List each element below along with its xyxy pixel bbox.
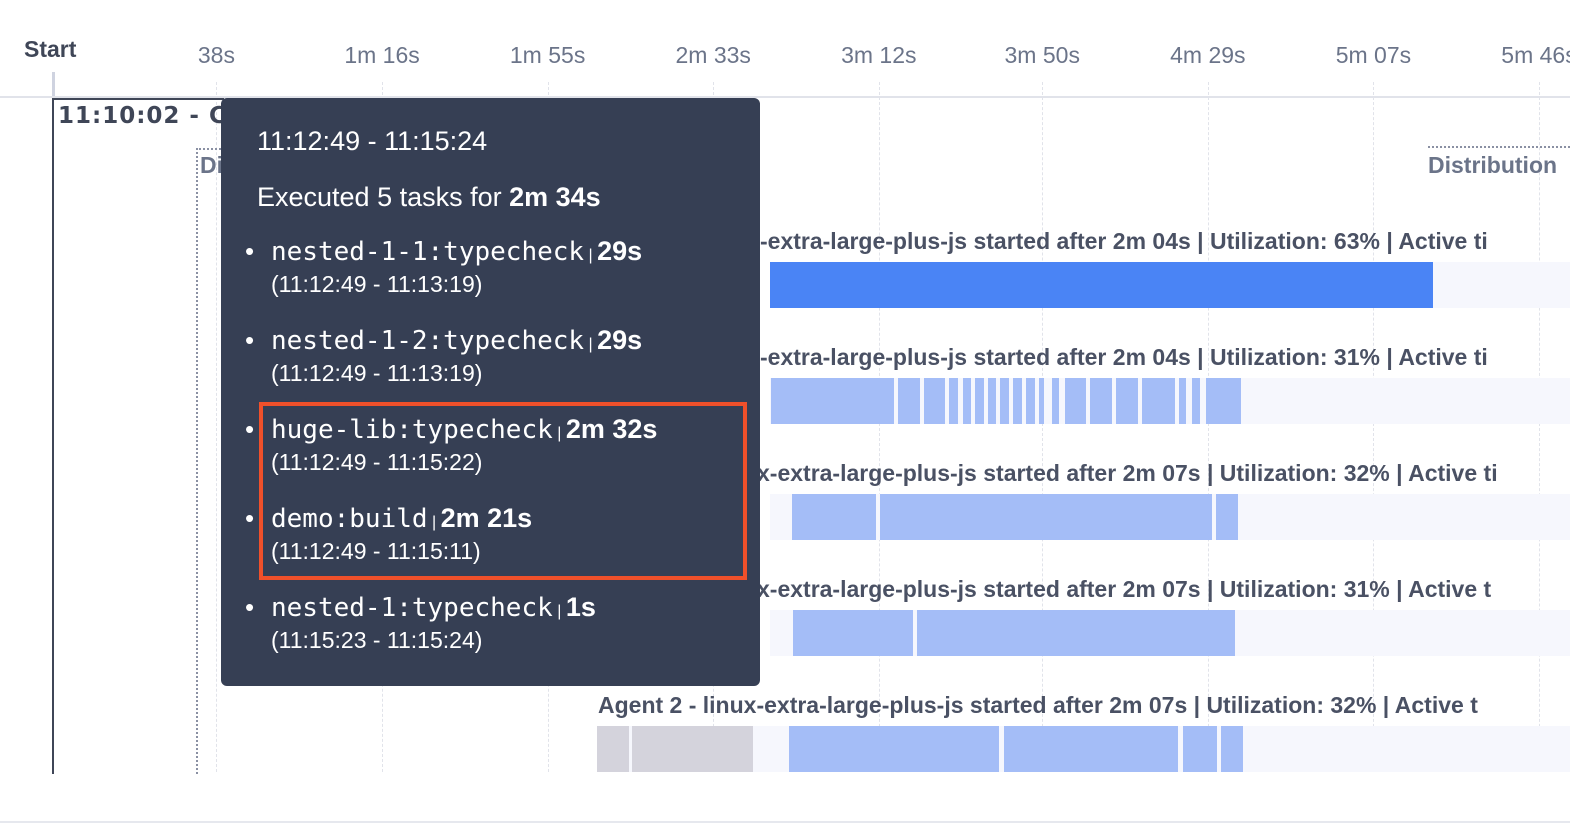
summary-duration: 2m 34s xyxy=(509,182,601,212)
task-time-range: (11:12:49 - 11:13:19) xyxy=(271,271,483,297)
tooltip-task: demo:build | 2m 21s(11:12:49 - 11:15:11) xyxy=(245,503,533,565)
task-segment[interactable] xyxy=(1142,378,1176,424)
task-segment[interactable] xyxy=(988,378,996,424)
agent-row-label: x-extra-large-plus-js started after 2m 0… xyxy=(757,576,1492,602)
task-segment[interactable] xyxy=(1089,378,1112,424)
tooltip: 11:12:49 - 11:15:24 Executed 5 tasks for… xyxy=(221,98,760,686)
task-segment[interactable] xyxy=(631,726,754,772)
task-segment[interactable] xyxy=(923,378,946,424)
task-segment[interactable] xyxy=(1065,378,1087,424)
task-segment[interactable] xyxy=(770,378,894,424)
axis-tick-label: 2m 33s xyxy=(675,42,751,68)
task-segment[interactable] xyxy=(898,378,921,424)
task-segment[interactable] xyxy=(880,494,1213,540)
highlight-box xyxy=(259,402,747,580)
bottom-divider xyxy=(0,821,1570,823)
agent-row-label: Agent 2 - linux-extra-large-plus-js star… xyxy=(598,692,1478,718)
task-duration: 1s xyxy=(565,592,596,622)
task-segment[interactable] xyxy=(975,378,985,424)
task-duration: 2m 32s xyxy=(565,414,658,444)
gridline xyxy=(1373,82,1375,772)
task-segment[interactable] xyxy=(1000,378,1010,424)
task-segment[interactable] xyxy=(1221,726,1244,772)
task-segment[interactable] xyxy=(1038,378,1044,424)
task-segment[interactable] xyxy=(1206,378,1241,424)
tooltip-summary: Executed 5 tasks for 2m 34s xyxy=(257,182,601,213)
distribution-frame-right xyxy=(1428,146,1570,148)
agent-row-label: -extra-large-plus-js started after 2m 04… xyxy=(760,228,1488,254)
axis-divider xyxy=(0,96,1570,98)
distribution-frame-left xyxy=(196,148,228,774)
task-time-range: (11:12:49 - 11:13:19) xyxy=(271,360,483,386)
task-segment[interactable] xyxy=(788,726,999,772)
task-duration: 29s xyxy=(597,325,643,355)
task-segment[interactable] xyxy=(793,610,913,656)
group-title: 11:10:02 - CI xyxy=(58,103,237,129)
task-name: nested-1:typecheck xyxy=(271,593,553,623)
tooltip-task: nested-1-2:typecheck | 29s(11:12:49 - 11… xyxy=(245,325,643,387)
task-segment[interactable] xyxy=(769,262,1434,308)
axis-tick-label: 3m 12s xyxy=(841,42,917,68)
task-segment[interactable] xyxy=(1191,378,1201,424)
axis-tick-label: 3m 50s xyxy=(1004,42,1080,68)
axis-tick-label: 5m 46s xyxy=(1501,42,1570,68)
task-name: huge-lib:typecheck xyxy=(271,415,553,445)
task-duration: 29s xyxy=(597,236,643,266)
task-segment[interactable] xyxy=(1052,378,1059,424)
summary-text: Executed 5 tasks for xyxy=(257,182,510,212)
gridline xyxy=(1042,82,1044,772)
task-name: nested-1-1:typecheck xyxy=(271,237,585,267)
tooltip-range: 11:12:49 - 11:15:24 xyxy=(257,126,488,156)
axis-start-label: Start xyxy=(24,36,77,62)
task-name: nested-1-2:typecheck xyxy=(271,326,585,356)
task-duration: 2m 21s xyxy=(440,503,533,533)
start-marker xyxy=(52,72,55,96)
axis-tick-label: 5m 07s xyxy=(1335,42,1412,68)
task-segment[interactable] xyxy=(1003,726,1179,772)
axis-tick-label: 4m 29s xyxy=(1170,42,1246,68)
axis-tick-label: 1m 55s xyxy=(509,42,586,68)
task-segment[interactable] xyxy=(917,610,1235,656)
gridline xyxy=(878,82,880,772)
task-segment[interactable] xyxy=(948,378,958,424)
tooltip-task: nested-1:typecheck | 1s(11:15:23 - 11:15… xyxy=(245,592,596,654)
group-frame xyxy=(52,98,224,774)
task-segment[interactable] xyxy=(1179,378,1187,424)
tooltip-task: nested-1-1:typecheck | 29s(11:12:49 - 11… xyxy=(245,236,643,298)
task-segment[interactable] xyxy=(1115,378,1139,424)
task-name: demo:build xyxy=(271,504,428,534)
tooltip-task: huge-lib:typecheck | 2m 32s(11:12:49 - 1… xyxy=(245,414,658,476)
gridline xyxy=(1207,82,1209,772)
gridline xyxy=(216,82,218,772)
agent-row-label: -extra-large-plus-js started after 2m 04… xyxy=(760,344,1488,370)
distribution-label-left: Di xyxy=(200,152,223,178)
axis-tick-label: 1m 16s xyxy=(344,42,420,68)
gridline xyxy=(1539,82,1541,772)
task-segment[interactable] xyxy=(1025,378,1035,424)
agent-row-label: x-extra-large-plus-js started after 2m 0… xyxy=(757,460,1498,486)
task-segment[interactable] xyxy=(1013,378,1023,424)
task-segment[interactable] xyxy=(1216,494,1238,540)
task-time-range: (11:12:49 - 11:15:22) xyxy=(271,449,483,475)
task-segment[interactable] xyxy=(791,494,876,540)
task-segment[interactable] xyxy=(963,378,971,424)
distribution-label-right: Distribution xyxy=(1428,152,1558,178)
axis-tick-label: 38s xyxy=(197,42,235,68)
task-segment[interactable] xyxy=(1182,726,1217,772)
task-time-range: (11:12:49 - 11:15:11) xyxy=(271,538,481,564)
task-segment[interactable] xyxy=(597,726,629,772)
task-time-range: (11:15:23 - 11:15:24) xyxy=(271,627,483,653)
